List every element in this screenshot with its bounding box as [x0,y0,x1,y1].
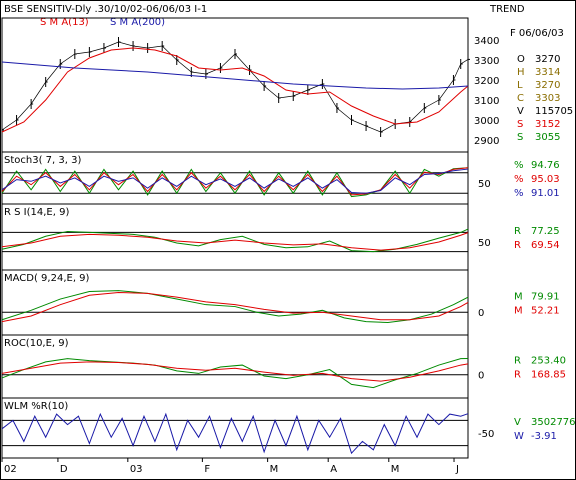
panel-williams: WLM %R(10) -50 V 3502776 W -3.91 [1,397,576,459]
y-tick-label-price-1: 3000 [474,116,499,127]
series-line-price-0 [1,47,469,133]
y-tick-label-price-4: 3300 [474,56,499,67]
legend-item-0: S M A(13) [40,17,89,28]
info-value: 3270 [535,80,560,91]
indicator-key: M [514,292,523,303]
panel-price: 2900 3000 3100 3200 3300 3400 F 06/06/03 O 3270 H… [1,17,573,153]
y-tick-label-roc-0: 0 [478,371,484,382]
y-tick-label-stochastic-0: 50 [478,179,491,190]
series-line-stochastic-0 [1,167,469,198]
series-line-price-1 [1,61,469,90]
panel-rsi: R S I(14,E, 9) 50 R 77.25 R 69.54 [1,203,560,271]
info-key: S [517,132,523,143]
series-line-macd-1 [1,291,469,323]
y-tick-label-macd-0: 0 [478,308,484,319]
panel-title-rsi: R S I(14,E, 9) [4,207,69,218]
x-tick-label-6: M [391,464,400,475]
series-line-williams-0 [1,412,469,455]
indicator-value: 253.40 [531,356,566,367]
price-legend: S M A(13) S M A(200) [40,17,165,28]
info-value: 3055 [535,132,560,143]
indicator-value: 91.01 [531,188,560,199]
x-axis: 02 D 03 F M A M J [1,458,459,475]
info-value: 3303 [535,93,560,104]
panel-title-macd: MACD( 9,24,E, 9) [4,273,90,284]
info-key: C [517,93,524,104]
x-tick-label-4: M [270,464,279,475]
indicator-key: R [514,370,521,381]
chart-panels: 2900 3000 3100 3200 3300 3400 F 06/06/03 O 3270 H… [1,17,576,459]
x-tick-label-5: A [330,464,337,475]
x-tick-label-7: J [455,464,459,475]
chart-right-title: TREND [489,4,525,15]
info-key: V [517,106,524,117]
panel-frame-williams [1,397,469,459]
indicator-value: 52.21 [531,306,560,317]
info-value: 115705 [535,106,573,117]
indicator-key: W [514,431,524,442]
chart-title: BSE SENSITIV-Dly .30/10/02-06/06/03 I-1 [4,4,207,15]
y-tick-label-price-5: 3400 [474,36,499,47]
indicator-value: 94.76 [531,160,560,171]
series-line-roc-1 [1,361,469,382]
indicator-key: R [514,356,521,367]
info-key: O [517,54,525,65]
info-key: H [517,67,525,78]
indicator-value: 79.91 [531,292,560,303]
info-key: S [517,119,523,130]
panel-title-williams: WLM %R(10) [4,401,68,412]
panel-title-stochastic: Stoch3( 7, 3, 3) [4,155,81,166]
series-line-stochastic-1 [1,167,469,196]
indicator-value: -3.91 [531,431,557,442]
x-tick-label-3: F [204,464,210,475]
legend-item-1: S M A(200) [110,17,165,28]
y-tick-label-price-2: 3100 [474,96,499,107]
x-tick-label-0: 02 [4,464,17,475]
indicator-key: % [514,188,524,199]
indicator-value: 69.54 [531,240,560,251]
panel-macd: MACD( 9,24,E, 9) 0 M 79.91 M 52.21 [1,269,560,336]
series-line-roc-0 [1,357,469,389]
series-line-stochastic-2 [1,168,469,194]
indicator-key: R [514,240,521,251]
indicator-key: % [514,174,524,185]
series-line-rsi-1 [1,232,469,251]
info-value: 3270 [535,54,560,65]
indicator-value: 3502776 [531,417,576,428]
indicator-value: 168.85 [531,370,566,381]
panel-stochastic: Stoch3( 7, 3, 3) 50% 94.76% 95.03% 91.01 [1,151,560,205]
indicator-value: 77.25 [531,226,560,237]
indicator-key: M [514,306,523,317]
info-value: 3152 [535,119,560,130]
info-key: L [517,80,523,91]
panel-title-roc: ROC(10,E, 9) [4,338,69,349]
x-tick-label-2: 03 [130,464,143,475]
x-tick-label-1: D [60,464,68,475]
indicator-key: V [514,417,521,428]
info-value: 3314 [535,67,560,78]
indicator-value: 95.03 [531,174,560,185]
series-line-rsi-0 [1,228,469,253]
y-tick-label-price-3: 3200 [474,76,499,87]
indicator-key: R [514,226,521,237]
y-tick-label-price-0: 2900 [474,136,499,147]
info-date: F 06/06/03 [510,28,564,39]
indicator-key: % [514,160,524,171]
y-tick-label-williams-0: -50 [478,429,494,440]
y-tick-label-rsi-0: 50 [478,238,491,249]
